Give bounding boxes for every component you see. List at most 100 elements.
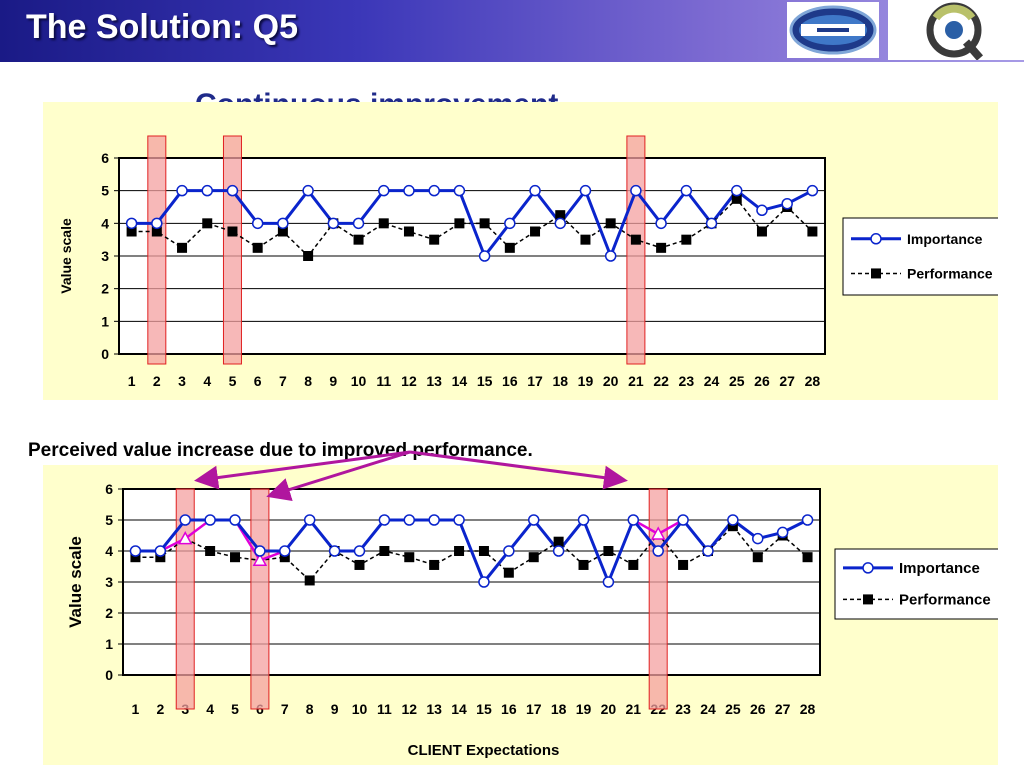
performance-point	[404, 552, 415, 563]
performance-point	[504, 242, 515, 253]
performance-point	[656, 242, 667, 253]
importance-point	[529, 184, 541, 197]
annotation-arrow	[194, 450, 411, 490]
y-axis-label: Value scale	[58, 218, 74, 294]
x-axis-label: CLIENT Expectations	[408, 742, 560, 759]
importance-point	[229, 514, 241, 526]
x-tick-label: 26	[754, 373, 770, 389]
y-tick-label: 6	[101, 150, 109, 166]
importance-point	[680, 184, 693, 197]
annotation-arrow	[409, 450, 628, 490]
performance-point	[580, 234, 591, 245]
performance-point	[378, 218, 389, 229]
importance-point	[277, 217, 289, 230]
chart-panel-1: 0 1 2 3 4 5 6 1 2 3 4 5 6 7 8 9 10 11 12 13 14 15 16 17 18 19 20 21…	[43, 102, 1000, 400]
x-tick-label: 28	[805, 373, 821, 389]
x-tick-label: 24	[700, 701, 716, 717]
x-tick-label: 16	[502, 373, 518, 389]
x-tick-label: 4	[206, 701, 214, 717]
x-tick-label: 20	[603, 373, 619, 389]
q-logo	[888, 0, 1024, 61]
y-tick-label: 4	[105, 543, 113, 559]
importance-point	[254, 545, 266, 557]
performance-point	[731, 193, 742, 204]
performance-point	[304, 575, 315, 586]
performance-point	[205, 546, 216, 556]
performance-point	[379, 546, 390, 556]
importance-point	[655, 217, 667, 230]
importance-point	[503, 545, 515, 557]
caption-text: Perceived value increase due to improved…	[28, 440, 533, 461]
x-tick-label: 5	[231, 701, 239, 717]
x-tick-label: 28	[800, 701, 816, 717]
slide-title: The Solution: Q5	[26, 8, 298, 46]
importance-point	[604, 250, 617, 262]
y-tick-label: 5	[101, 183, 109, 199]
x-tick-label: 11	[376, 373, 391, 389]
legend-performance-marker	[871, 268, 881, 279]
performance-point	[202, 218, 213, 229]
importance-point	[781, 197, 793, 210]
performance-line	[135, 525, 809, 582]
performance-point	[130, 552, 141, 563]
importance-point	[806, 184, 819, 197]
importance-point	[579, 184, 592, 197]
performance-point	[279, 552, 290, 563]
importance-point	[776, 526, 789, 539]
y-tick-label: 4	[101, 215, 109, 231]
importance-point	[554, 217, 566, 230]
importance-point	[327, 217, 340, 230]
legend-importance-label: Importance	[907, 231, 983, 247]
performance-point	[530, 226, 541, 237]
importance-point	[204, 514, 216, 526]
x-tick-label: 13	[426, 701, 442, 717]
performance-point	[303, 251, 314, 261]
importance-point	[677, 514, 689, 526]
importance-point	[428, 184, 440, 197]
x-tick-label: 5	[229, 373, 237, 389]
importance-point	[279, 545, 291, 557]
importance-point	[801, 514, 814, 526]
x-tick-label: 14	[451, 701, 467, 717]
x-tick-label: 21	[626, 701, 642, 717]
performance-point	[479, 218, 490, 229]
performance-point	[756, 226, 767, 237]
importance-point	[702, 545, 714, 557]
importance-point	[630, 184, 642, 197]
x-tick-label: 10	[351, 373, 367, 389]
y-tick-label: 5	[105, 512, 113, 528]
legend-importance-label: Importance	[899, 560, 980, 577]
performance-point	[126, 226, 137, 237]
importance-point	[176, 184, 188, 197]
x-tick-label: 19	[576, 701, 592, 717]
y-axis-label: Value scale	[66, 536, 85, 628]
importance-point	[478, 576, 490, 588]
performance-point	[681, 234, 692, 245]
importance-point	[752, 532, 764, 545]
slide-header: The Solution: Q5	[0, 0, 1024, 62]
x-tick-label: 2	[156, 701, 164, 717]
importance-point	[201, 184, 213, 197]
importance-point	[652, 545, 664, 557]
x-tick-label: 20	[601, 701, 617, 717]
x-tick-label: 9	[331, 701, 339, 717]
x-tick-label: 19	[578, 373, 594, 389]
importance-point	[627, 514, 640, 526]
performance-point	[177, 242, 188, 253]
x-tick-label: 21	[628, 373, 644, 389]
x-tick-label: 8	[306, 701, 314, 717]
x-tick-label: 3	[178, 373, 186, 389]
x-tick-label: 26	[750, 701, 766, 717]
importance-point	[756, 204, 768, 217]
performance-point	[553, 536, 564, 547]
importance-point	[428, 514, 440, 526]
importance-point	[303, 514, 316, 526]
performance-point	[429, 559, 440, 570]
x-tick-label: 18	[552, 373, 568, 389]
x-tick-label: 25	[725, 701, 741, 717]
x-tick-label: 25	[729, 373, 745, 389]
performance-point	[727, 521, 738, 532]
x-tick-label: 2	[153, 373, 161, 389]
importance-point	[378, 184, 390, 197]
